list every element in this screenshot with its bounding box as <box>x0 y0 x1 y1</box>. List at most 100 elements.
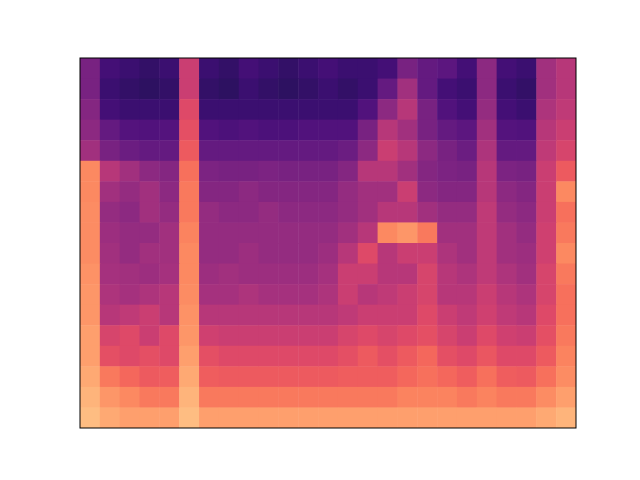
heatmap-cell <box>417 264 437 285</box>
heatmap-cell <box>259 222 279 243</box>
heatmap-cell <box>497 58 517 79</box>
heatmap-cell <box>477 140 497 161</box>
heatmap-cell <box>219 161 239 182</box>
heatmap-cell <box>80 387 100 408</box>
heatmap-cell <box>179 120 199 141</box>
heatmap-cell <box>318 325 338 346</box>
heatmap-cell <box>477 387 497 408</box>
heatmap-cell <box>259 120 279 141</box>
heatmap-cell <box>80 79 100 100</box>
heatmap-cell <box>259 366 279 387</box>
heatmap-cell <box>358 284 378 305</box>
heatmap-cell <box>100 305 120 326</box>
heatmap-cell <box>219 222 239 243</box>
heatmap-cell <box>80 222 100 243</box>
heatmap-cell <box>199 202 219 223</box>
heatmap-cell <box>179 407 199 428</box>
heatmap-cell <box>417 181 437 202</box>
heatmap-cell <box>259 79 279 100</box>
heatmap-cell <box>417 366 437 387</box>
heatmap-cell <box>556 202 576 223</box>
heatmap-cell <box>556 305 576 326</box>
heatmap-cell <box>318 407 338 428</box>
heatmap-cell <box>437 161 457 182</box>
heatmap-cell <box>298 120 318 141</box>
heatmap-cell <box>516 264 536 285</box>
heatmap-cell <box>457 58 477 79</box>
heatmap-cell <box>259 58 279 79</box>
heatmap-cell <box>298 161 318 182</box>
heatmap-cell <box>80 366 100 387</box>
heatmap-cell <box>120 407 140 428</box>
heatmap-cell <box>239 202 259 223</box>
heatmap-cell <box>179 387 199 408</box>
heatmap-cell <box>556 264 576 285</box>
heatmap-cell <box>477 325 497 346</box>
heatmap-cell <box>378 99 398 120</box>
heatmap-cell <box>199 284 219 305</box>
heatmap-cell <box>417 305 437 326</box>
heatmap-cell <box>437 120 457 141</box>
heatmap-cell <box>378 79 398 100</box>
heatmap-cell <box>199 181 219 202</box>
heatmap-cell <box>239 305 259 326</box>
heatmap-cell <box>298 387 318 408</box>
heatmap-cell <box>259 161 279 182</box>
heatmap-cell <box>397 387 417 408</box>
heatmap-cell <box>417 79 437 100</box>
heatmap-cell <box>338 140 358 161</box>
heatmap-cell <box>477 161 497 182</box>
heatmap-cell <box>298 366 318 387</box>
heatmap-cell <box>199 305 219 326</box>
heatmap-cell <box>536 181 556 202</box>
heatmap-cell <box>80 202 100 223</box>
heatmap-cell <box>477 346 497 367</box>
heatmap-cell <box>100 58 120 79</box>
heatmap-cell <box>397 79 417 100</box>
heatmap-cell <box>417 120 437 141</box>
heatmap-cell <box>298 346 318 367</box>
heatmap-cell <box>358 222 378 243</box>
heatmap-cell <box>457 264 477 285</box>
heatmap-cell <box>378 202 398 223</box>
heatmap-cell <box>219 407 239 428</box>
heatmap-cell <box>477 58 497 79</box>
heatmap-cell <box>239 366 259 387</box>
heatmap-cell <box>199 120 219 141</box>
heatmap-cell <box>338 243 358 264</box>
heatmap-cell <box>516 79 536 100</box>
heatmap-cell <box>556 407 576 428</box>
heatmap-cell <box>219 346 239 367</box>
heatmap-cell <box>159 202 179 223</box>
heatmap-cell <box>100 284 120 305</box>
heatmap-cell <box>397 202 417 223</box>
heatmap-cell <box>278 140 298 161</box>
heatmap-cell <box>338 120 358 141</box>
heatmap-cell <box>397 305 417 326</box>
heatmap-cell <box>338 284 358 305</box>
heatmap-cell <box>239 58 259 79</box>
heatmap-cell <box>477 222 497 243</box>
heatmap-cell <box>477 181 497 202</box>
heatmap-cell <box>80 284 100 305</box>
heatmap-cell <box>477 366 497 387</box>
heatmap-cell <box>516 366 536 387</box>
heatmap-cell <box>159 120 179 141</box>
heatmap-cell <box>140 325 160 346</box>
heatmap-cell <box>140 387 160 408</box>
heatmap-cell <box>437 58 457 79</box>
heatmap-cell <box>338 407 358 428</box>
heatmap-cell <box>536 325 556 346</box>
heatmap-cell <box>318 181 338 202</box>
heatmap-cell <box>397 99 417 120</box>
heatmap-cell <box>536 58 556 79</box>
heatmap-cell <box>298 99 318 120</box>
heatmap-cell <box>516 284 536 305</box>
heatmap-cell <box>159 387 179 408</box>
heatmap-cell <box>457 243 477 264</box>
heatmap-cell <box>120 161 140 182</box>
heatmap-cell <box>556 284 576 305</box>
heatmap-cell <box>497 243 517 264</box>
heatmap-cell <box>80 346 100 367</box>
heatmap-cell <box>437 222 457 243</box>
